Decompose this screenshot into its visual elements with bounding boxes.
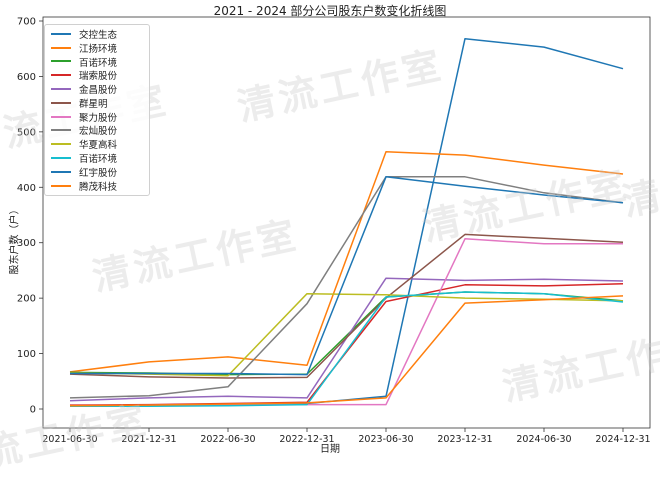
legend-item: 瑞索股份 — [45, 68, 149, 82]
y-tick-label: 100 — [17, 349, 36, 360]
x-tick-label: 2023-12-31 — [437, 434, 492, 445]
legend-label: 交控生态 — [79, 29, 118, 41]
y-tick-label: 400 — [17, 183, 36, 194]
legend-swatch-icon — [51, 157, 71, 160]
x-tick-label: 2024-12-31 — [595, 434, 650, 445]
legend-swatch-icon — [51, 46, 71, 49]
legend-label: 腾茂科技 — [79, 181, 118, 193]
legend-label: 红宇股份 — [79, 167, 118, 179]
legend-swatch-icon — [51, 60, 71, 63]
legend-swatch-icon — [51, 184, 71, 187]
legend-label: 金昌股份 — [79, 85, 118, 97]
series-line — [69, 282, 624, 406]
x-tick-label: 2024-06-30 — [516, 434, 571, 445]
chart-title: 2021 - 2024 部分公司股东户数变化折线图 — [213, 4, 447, 18]
legend-swatch-icon — [51, 32, 71, 35]
legend-item: 腾茂科技 — [45, 179, 149, 193]
legend-item: 百诺环境 — [45, 151, 149, 165]
series-line — [69, 295, 624, 407]
legend-label: 群星明 — [79, 98, 108, 110]
legend-label: 江扬环境 — [79, 43, 118, 55]
legend-swatch-icon — [51, 129, 71, 132]
legend-item: 聚力股份 — [45, 110, 149, 124]
legend-item: 金昌股份 — [45, 82, 149, 96]
y-tick-label: 500 — [17, 127, 36, 138]
series-lines — [69, 37, 624, 407]
y-tick-label: 700 — [17, 17, 36, 28]
y-tick-label: 600 — [17, 72, 36, 83]
legend-label: 百诺环境 — [79, 154, 118, 166]
legend-label: 聚力股份 — [79, 112, 118, 124]
series-line — [69, 233, 624, 379]
y-axis-label: 股东户数（户） — [9, 204, 21, 275]
y-tick-label: 0 — [30, 405, 36, 416]
legend-swatch-icon — [51, 115, 71, 118]
legend-item: 江扬环境 — [45, 41, 149, 55]
series-line — [70, 176, 624, 376]
legend-item: 百诺环境 — [45, 55, 149, 69]
legend-swatch-icon — [51, 143, 71, 146]
legend-item: 红宇股份 — [45, 165, 149, 179]
x-tick-label: 2021-06-30 — [42, 434, 97, 445]
legend-item: 群星明 — [45, 96, 149, 110]
legend-swatch-icon — [51, 170, 71, 173]
legend-label: 宏灿股份 — [79, 126, 118, 138]
y-axis: 0 100 200 300 400 500 600 700 — [17, 17, 43, 416]
series-line — [69, 151, 624, 373]
legend-swatch-icon — [51, 101, 71, 104]
y-tick-label: 200 — [17, 294, 36, 305]
x-axis: 2021-06-30 2021-12-31 2022-06-30 2022-12-31… — [42, 428, 651, 445]
x-axis-label: 日期 — [320, 444, 340, 455]
y-tick-label: 300 — [17, 238, 36, 249]
legend-item: 华夏高科 — [45, 137, 149, 151]
x-tick-label: 2022-12-31 — [279, 434, 334, 445]
series-line — [69, 292, 624, 377]
x-tick-label: 2022-06-30 — [200, 434, 255, 445]
line-chart: 0 100 200 300 400 500 600 700 2021-06-30 2021-12… — [17, 16, 651, 446]
legend-item: 交控生态 — [45, 27, 149, 41]
legend: 交控生态 江扬环境 百诺环境 瑞索股份 金昌股份 群星明 聚力股份 宏灿股份 华… — [44, 24, 150, 196]
legend-swatch-icon — [51, 74, 71, 77]
legend-swatch-icon — [51, 88, 71, 91]
legend-label: 瑞索股份 — [79, 71, 118, 83]
series-line — [69, 176, 624, 399]
legend-label: 华夏高科 — [79, 140, 118, 152]
legend-item: 宏灿股份 — [45, 124, 149, 138]
x-tick-label: 2023-06-30 — [358, 434, 413, 445]
legend-label: 百诺环境 — [79, 57, 118, 69]
series-line — [70, 291, 624, 407]
x-tick-label: 2021-12-31 — [121, 434, 176, 445]
series-line — [69, 238, 623, 407]
series-line — [69, 277, 624, 402]
plot-area — [42, 16, 651, 429]
